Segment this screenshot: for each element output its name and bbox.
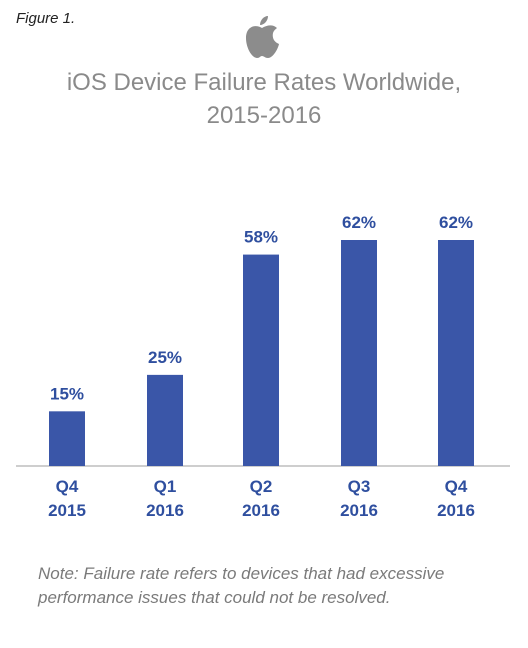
x-tick-label-quarter: Q2: [250, 477, 273, 496]
chart-title: iOS Device Failure Rates Worldwide,: [66, 69, 462, 96]
footnote: Note: Failure rate refers to devices tha…: [38, 564, 445, 607]
apple-logo-icon: [246, 16, 279, 58]
chart-subtitle: 2015-2016: [206, 102, 322, 129]
x-tick-label-year: 2016: [242, 501, 280, 520]
bar: [438, 240, 474, 466]
figure-label: Figure 1.: [16, 10, 76, 27]
bar: [341, 240, 377, 466]
bar: [243, 254, 279, 466]
data-label: 15%: [50, 384, 84, 403]
data-label: 62%: [439, 213, 473, 232]
x-tick-label-year: 2016: [146, 501, 184, 520]
data-label: 62%: [342, 213, 376, 232]
bar: [147, 374, 183, 466]
x-tick-label-year: 2015: [48, 501, 86, 520]
x-tick-label-quarter: Q1: [154, 477, 177, 496]
x-tick-label-quarter: Q4: [445, 477, 468, 496]
data-label: 58%: [244, 228, 278, 247]
x-tick-label-year: 2016: [437, 501, 475, 520]
x-tick-label-year: 2016: [340, 501, 378, 520]
chart-title-block: iOS Device Failure Rates Worldwide, 2015…: [0, 66, 528, 132]
x-tick-label-quarter: Q3: [348, 477, 371, 496]
data-label: 25%: [148, 348, 182, 367]
x-tick-label-quarter: Q4: [56, 477, 79, 496]
bar: [49, 411, 85, 466]
bar-chart: 15% Q4 2015 25% Q1 2016 58% Q2 2016 62% Q3 2016 62% Q…: [16, 213, 510, 520]
